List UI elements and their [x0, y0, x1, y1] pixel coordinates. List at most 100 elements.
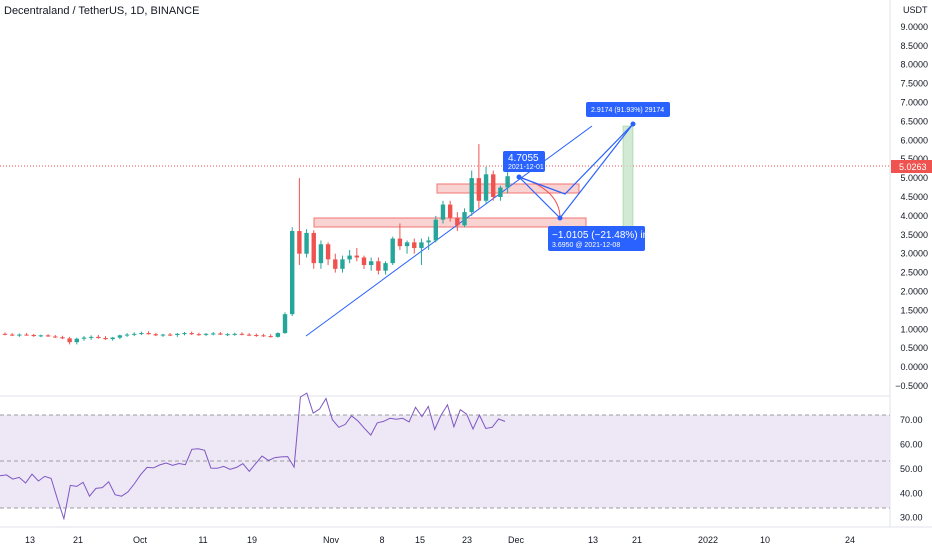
current-price-tag: 5.0263 — [891, 160, 932, 173]
time-tick-label: 13 — [588, 535, 598, 545]
candle — [297, 178, 302, 266]
candle — [146, 331, 151, 335]
candle — [96, 334, 101, 339]
rsi-axis[interactable]: 70.00 60.00 50.00 40.00 30.00 — [900, 415, 923, 523]
candle — [203, 333, 209, 337]
candle — [311, 230, 316, 269]
candle — [476, 144, 482, 209]
candle — [383, 261, 388, 275]
candle — [218, 331, 223, 335]
candle — [376, 257, 381, 275]
candle — [462, 208, 467, 228]
candle — [304, 229, 309, 258]
candle — [88, 335, 94, 340]
low-point[interactable] — [557, 215, 563, 221]
candle — [333, 253, 338, 273]
candle — [390, 236, 395, 266]
rsi-line — [0, 392, 506, 521]
candle — [412, 238, 417, 254]
candle — [404, 240, 410, 254]
candle — [505, 170, 510, 194]
target-range — [622, 125, 634, 228]
price-tick-label: 6.5000 — [900, 116, 928, 126]
candle — [189, 331, 194, 335]
price-tick-label: 8.5000 — [900, 41, 928, 51]
time-tick-label: 21 — [632, 535, 642, 545]
price-tick-label: 3.0000 — [900, 249, 928, 259]
candle — [275, 332, 281, 338]
candle — [447, 200, 453, 222]
candle — [232, 332, 237, 336]
candle — [153, 333, 158, 337]
time-tick-label: 15 — [415, 535, 425, 545]
candle — [67, 336, 72, 345]
time-tick-label: Dec — [508, 535, 525, 545]
price-tick-label: 4.5000 — [900, 192, 928, 202]
candle — [282, 312, 288, 334]
candle — [139, 331, 144, 335]
rsi-tick-label: 40.00 — [900, 488, 923, 498]
candle — [455, 212, 460, 232]
candle — [24, 333, 29, 336]
candle — [53, 334, 58, 338]
currency-badge-bg — [900, 3, 930, 15]
candle — [110, 336, 115, 341]
candle — [261, 333, 266, 337]
price-tick-label: 2.5000 — [900, 268, 928, 278]
price-tick-label: 1.5000 — [900, 305, 928, 315]
price-tick-label: 2.0000 — [900, 287, 928, 297]
candle — [361, 255, 367, 269]
time-tick-label: 21 — [73, 535, 83, 545]
candle — [268, 334, 273, 338]
candle — [483, 166, 489, 205]
candle — [469, 170, 474, 216]
candle — [196, 332, 202, 336]
candle — [491, 170, 496, 201]
candle — [167, 333, 173, 337]
candle — [426, 236, 431, 250]
target-point[interactable] — [630, 121, 636, 127]
price-tick-label: 3.5000 — [900, 230, 928, 240]
price-axis[interactable]: 9.50009.00008.50008.00007.50007.00006.50… — [895, 3, 928, 391]
price-tick-label: 6.0000 — [900, 135, 928, 145]
rsi-tick-label: 60.00 — [900, 439, 923, 449]
time-tick-label: Nov — [323, 535, 340, 545]
candle — [45, 334, 51, 337]
candle — [318, 240, 324, 269]
entry-price: 4.7055 — [508, 153, 539, 164]
time-tick-label: 8 — [379, 535, 384, 545]
candle — [60, 335, 65, 340]
candle — [354, 248, 360, 262]
time-axis[interactable]: 13 21 Oct 11 19 Nov 8 15 23 Dec 13 21 2022 10 24 — [25, 535, 855, 545]
target-label[interactable]: 2.9174 (91.93%) 29174 — [586, 102, 670, 117]
candle — [347, 249, 352, 264]
candle — [74, 337, 79, 345]
candle — [368, 257, 374, 271]
price-tick-label: −0.5000 — [895, 381, 928, 391]
candle — [160, 333, 166, 337]
drawdown-label[interactable]: −1.0105 (−21.48%) in 7d 3.6950 @ 2021-12… — [548, 226, 662, 251]
price-tick-label: 5.5000 — [900, 154, 928, 164]
candle — [117, 334, 123, 340]
rsi-tick-label: 70.00 — [900, 415, 923, 425]
price-tick-label: 7.5000 — [900, 79, 928, 89]
entry-point[interactable] — [516, 174, 522, 180]
candle — [340, 255, 345, 273]
candle — [433, 215, 438, 243]
currency-badge: USDT — [903, 5, 928, 15]
candle — [182, 331, 187, 336]
time-tick-label: 19 — [247, 535, 257, 545]
candle — [132, 332, 137, 337]
entry-label[interactable]: 4.7055 2021-12-01 — [503, 151, 545, 172]
candle — [325, 242, 331, 266]
candle — [103, 336, 108, 340]
candle — [246, 333, 252, 337]
price-tick-label: 5.0000 — [900, 173, 928, 183]
symbol-title: Decentraland / TetherUS, 1D, BINANCE — [4, 5, 199, 17]
candle — [175, 333, 180, 337]
projection-path-alt[interactable] — [518, 123, 634, 195]
candle — [81, 336, 87, 341]
candle — [17, 333, 22, 337]
candle — [225, 333, 230, 337]
